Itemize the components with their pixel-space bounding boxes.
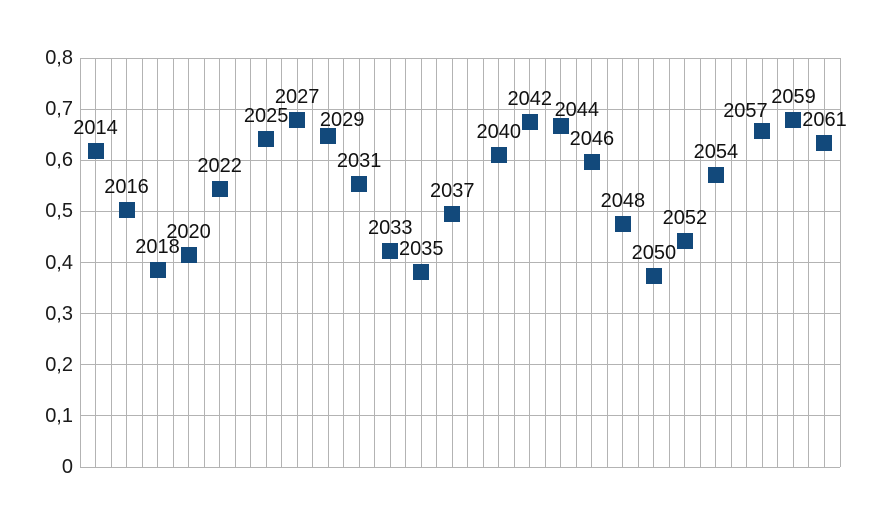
data-point-label: 2044 [554, 98, 600, 121]
data-point-label: 2025 [243, 104, 289, 127]
data-point [413, 264, 430, 281]
data-point [382, 242, 399, 259]
data-point-label: 2022 [197, 154, 242, 177]
data-point [552, 117, 569, 134]
data-point [754, 122, 771, 139]
data-point [521, 113, 538, 130]
data-point-label: 2037 [429, 180, 475, 203]
data-point [785, 112, 802, 129]
data-point-label: 2042 [507, 87, 553, 110]
data-point-label: 2054 [693, 140, 739, 163]
gridline-horizontal [80, 313, 840, 315]
data-point-label: 2031 [336, 150, 382, 173]
y-axis-tick-label: 0,5 [45, 200, 73, 223]
gridline-horizontal [80, 364, 840, 366]
data-point [289, 112, 306, 129]
data-point-label: 2014 [73, 117, 118, 140]
y-axis-tick-label: 0,7 [45, 98, 73, 121]
data-point-label: 2061 [802, 109, 847, 132]
x-axis-line [80, 466, 840, 468]
gridline-horizontal [80, 159, 840, 161]
data-point [258, 130, 275, 147]
data-point [87, 143, 104, 160]
data-point-label: 2033 [367, 216, 413, 239]
y-axis-tick-label: 0,2 [45, 353, 73, 376]
gridline-horizontal [80, 415, 840, 417]
gridline-horizontal [80, 108, 840, 110]
gridline-horizontal [80, 262, 840, 263]
data-point [211, 180, 228, 197]
y-axis-tick-label: 0 [61, 456, 73, 478]
data-point-label: 2046 [569, 127, 615, 150]
data-point-label: 2048 [600, 189, 646, 212]
data-point [645, 267, 662, 284]
y-axis-tick-label: 0,3 [45, 302, 73, 325]
data-point-label: 2018 [135, 236, 180, 259]
y-axis-tick-label: 0,4 [45, 251, 73, 274]
data-point [707, 166, 724, 183]
data-point [816, 135, 833, 152]
data-point [149, 262, 166, 279]
data-point [351, 176, 368, 193]
gridline-vertical [839, 58, 841, 467]
y-axis-tick-label: 0,6 [45, 149, 73, 172]
data-point-label: 2016 [104, 175, 149, 198]
data-point [320, 128, 337, 145]
data-point-label: 2035 [398, 238, 444, 261]
data-point [583, 153, 600, 170]
data-point [444, 206, 461, 223]
data-point-label: 2040 [476, 120, 522, 143]
data-point [614, 215, 631, 232]
data-point [490, 146, 507, 163]
data-point-label: 2029 [319, 109, 365, 132]
data-point-label: 2050 [631, 241, 677, 264]
data-point-label: 2027 [274, 86, 320, 109]
data-point [676, 233, 693, 250]
data-point-label: 2057 [723, 99, 768, 122]
data-point [118, 201, 135, 218]
data-point-label: 2020 [166, 221, 211, 244]
y-axis-tick-label: 0,8 [45, 47, 73, 69]
gridline-horizontal [80, 57, 840, 59]
data-point-label: 2059 [771, 86, 816, 109]
data-point-label: 2052 [662, 207, 708, 230]
y-axis-tick-label: 0,1 [45, 404, 73, 427]
data-point [180, 247, 197, 264]
